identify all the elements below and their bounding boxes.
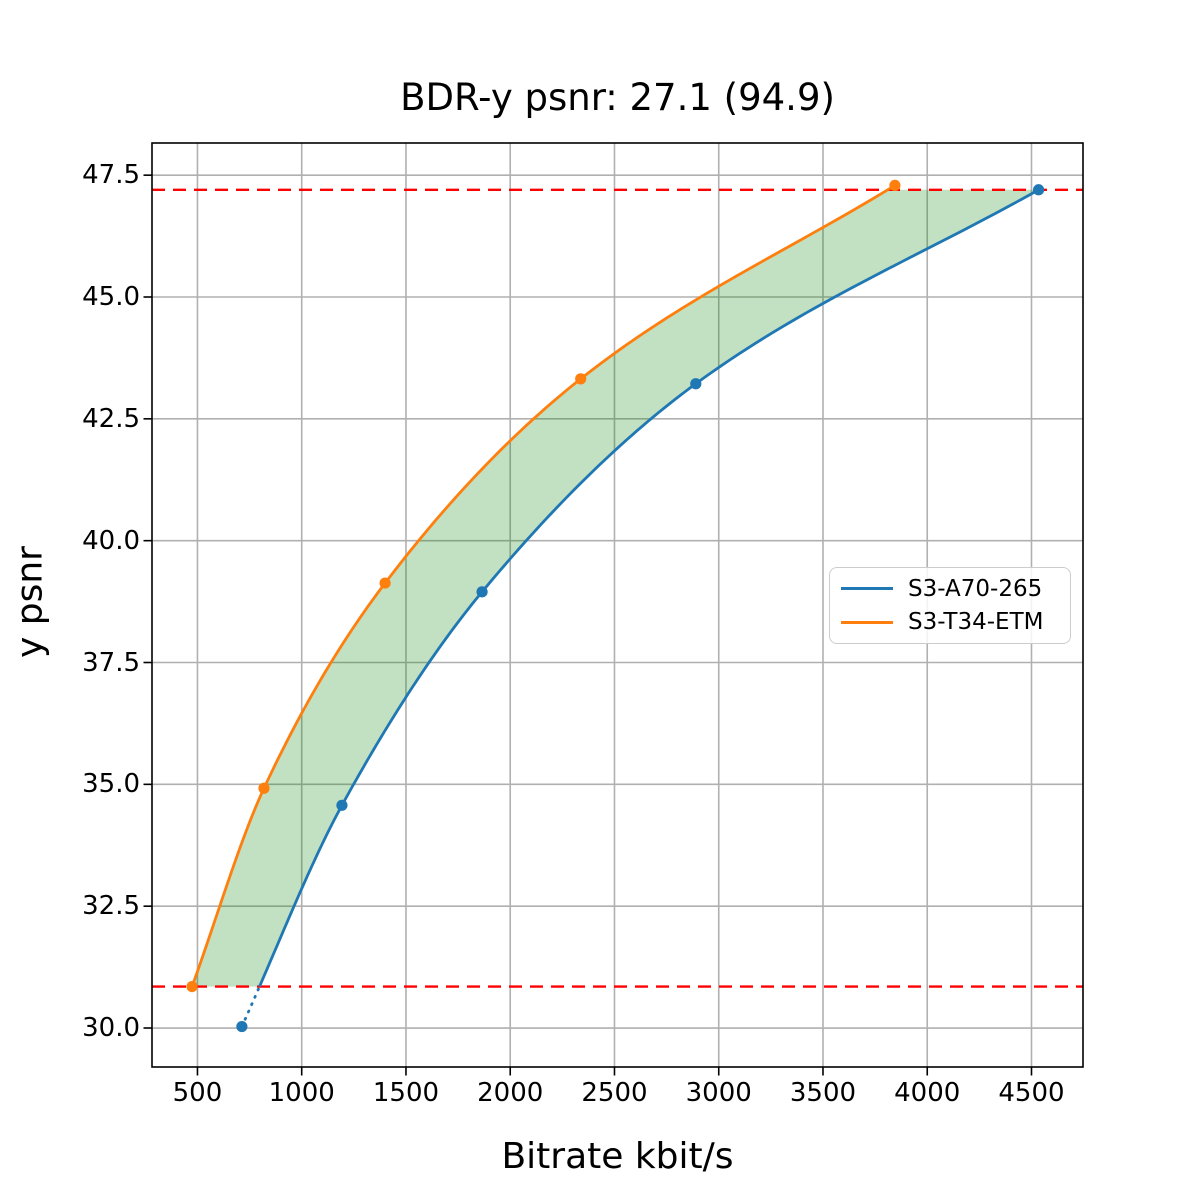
data-point-markers <box>186 179 1045 1033</box>
y-tick-label: 30.0 <box>82 1013 140 1043</box>
shaded-area <box>192 189 1039 987</box>
legend-item: S3-A70-265 <box>830 576 1070 602</box>
chart-title: BDR-y psnr: 27.1 (94.9) <box>400 76 835 119</box>
y-tick-label: 40.0 <box>82 525 140 556</box>
legend: S3-A70-265 S3-T34-ETM <box>829 567 1071 644</box>
reference-hlines <box>152 188 1083 988</box>
legend-item: S3-T34-ETM <box>830 609 1070 635</box>
marker-s3-a70-265 <box>690 378 702 390</box>
x-axis-label: Bitrate kbit/s <box>501 1136 734 1177</box>
gridlines <box>152 143 1083 1067</box>
x-tick-label: 2000 <box>477 1078 544 1108</box>
y-tick-label: 45.0 <box>82 282 140 312</box>
y-tick-label: 42.5 <box>82 403 140 434</box>
x-tick-label: 4000 <box>894 1078 961 1108</box>
x-tick-label: 3000 <box>685 1078 752 1108</box>
legend-label: S3-T34-ETM <box>908 609 1044 636</box>
marker-s3-a70-265 <box>1032 184 1045 196</box>
y-tick-label: 37.5 <box>82 647 140 678</box>
marker-s3-a70-265 <box>476 586 488 598</box>
axes-box-and-ticks <box>143 142 1084 1076</box>
x-tick-label: 1000 <box>268 1078 335 1108</box>
marker-s3-t34-etm <box>258 782 270 794</box>
marker-s3-t34-etm <box>379 577 391 589</box>
x-tick-label: 500 <box>172 1078 223 1108</box>
bd-shaded-region <box>192 189 1039 987</box>
y-tick-label: 47.5 <box>82 160 140 191</box>
curve-s3-a70-265 <box>258 188 1040 988</box>
legend-line-s3-t34-etm <box>841 620 893 624</box>
x-tick-label: 3500 <box>789 1078 857 1108</box>
axes-spines <box>151 142 1084 1068</box>
x-tick-label: 2500 <box>581 1078 648 1108</box>
curve-s3-a70-265-dotted <box>240 985 261 1028</box>
y-tick-label: 35.0 <box>82 769 140 800</box>
marker-s3-t34-etm <box>186 980 198 993</box>
marker-s3-a70-265 <box>236 1020 248 1033</box>
legend-line-s3-a70-265 <box>841 587 893 591</box>
x-tick-label: 4500 <box>998 1078 1065 1108</box>
y-axis-label: y psnr <box>9 546 51 658</box>
marker-s3-t34-etm <box>889 179 901 191</box>
x-tick-label: 1500 <box>372 1078 440 1108</box>
marker-s3-t34-etm <box>575 373 587 385</box>
legend-label: S3-A70-265 <box>908 575 1043 602</box>
marker-s3-a70-265 <box>336 799 348 811</box>
y-tick-label: 32.5 <box>82 891 140 922</box>
